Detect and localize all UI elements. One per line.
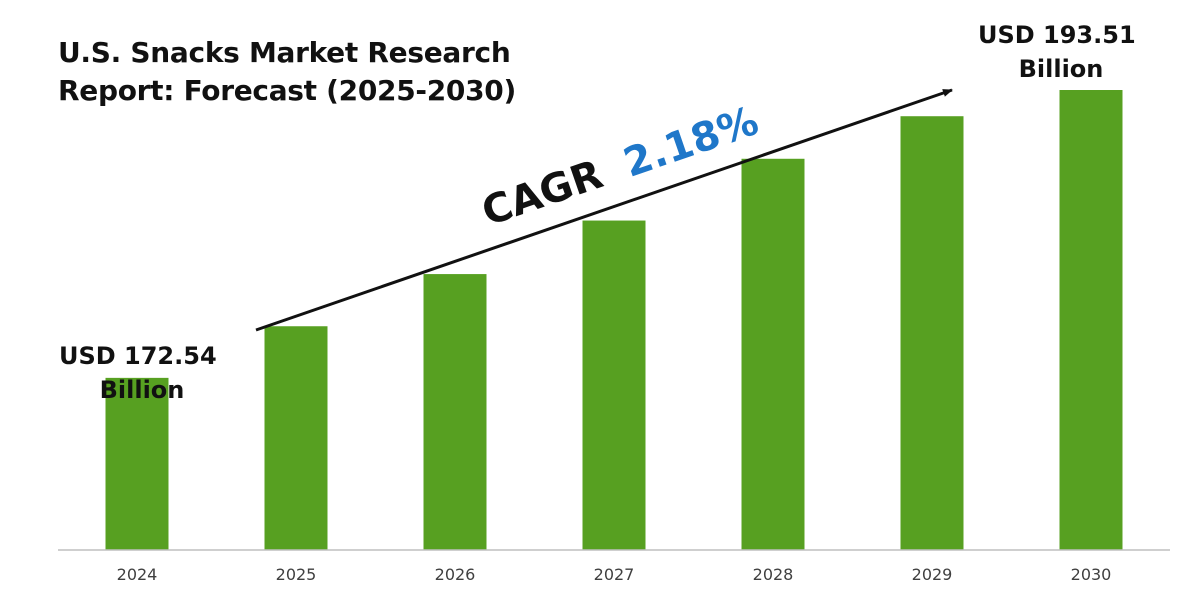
x-tick-label-2026: 2026 [435,565,476,584]
x-tick-label-2028: 2028 [753,565,794,584]
start-value-label: USD 172.54 Billion [59,342,225,404]
start-value-unit: Billion [100,376,185,404]
start-value-amount: USD 172.54 [59,342,217,370]
bar-2029 [900,116,964,550]
x-tick-label-2024: 2024 [117,565,158,584]
bar-2027 [582,220,646,550]
bar-2026 [423,274,487,550]
x-axis-ticks: 2024 2025 2026 2027 2028 2029 2030 [117,565,1112,584]
trend-arrow [255,88,953,332]
cagr-annotation: CAGR 2.18% [476,98,764,235]
end-value-unit: Billion [1019,55,1104,83]
x-tick-label-2030: 2030 [1071,565,1112,584]
bar-2030 [1059,90,1123,550]
x-tick-label-2025: 2025 [276,565,317,584]
end-value-label: USD 193.51 Billion [978,21,1144,83]
x-tick-label-2027: 2027 [594,565,635,584]
end-value-amount: USD 193.51 [978,21,1136,49]
chart-title: U.S. Snacks Market Research Report: Fore… [58,36,516,107]
bars-layer [105,90,1123,550]
x-tick-label-2029: 2029 [912,565,953,584]
bar-2024 [105,377,169,550]
bar-2028 [741,158,805,550]
bar-2025 [264,326,328,550]
